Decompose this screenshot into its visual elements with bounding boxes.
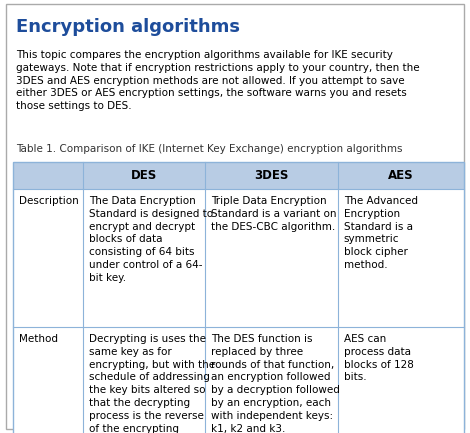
Text: Triple Data Encryption
Standard is a variant on
the DES-CBC algorithm.: Triple Data Encryption Standard is a var… xyxy=(211,196,336,232)
Text: DES: DES xyxy=(131,169,157,182)
Text: Encryption algorithms: Encryption algorithms xyxy=(16,18,240,36)
Text: The DES function is
replaced by three
rounds of that function,
an encryption fol: The DES function is replaced by three ro… xyxy=(211,334,339,433)
Text: Method: Method xyxy=(19,334,58,344)
Text: The Advanced
Encryption
Standard is a
symmetric
block cipher
method.: The Advanced Encryption Standard is a sy… xyxy=(344,196,418,270)
Text: This topic compares the encryption algorithms available for IKE security
gateway: This topic compares the encryption algor… xyxy=(16,50,420,111)
FancyBboxPatch shape xyxy=(6,4,464,429)
FancyBboxPatch shape xyxy=(13,162,464,189)
Text: Table 1. Comparison of IKE (Internet Key Exchange) encryption algorithms: Table 1. Comparison of IKE (Internet Key… xyxy=(16,144,402,154)
FancyBboxPatch shape xyxy=(13,162,464,433)
Text: Description: Description xyxy=(19,196,79,206)
Text: 3DES: 3DES xyxy=(254,169,289,182)
Text: AES can
process data
blocks of 128
bits.: AES can process data blocks of 128 bits. xyxy=(344,334,414,382)
Text: The Data Encryption
Standard is designed to
encrypt and decrypt
blocks of data
c: The Data Encryption Standard is designed… xyxy=(89,196,213,283)
Text: Decrypting is uses the
same key as for
encrypting, but with the
schedule of addr: Decrypting is uses the same key as for e… xyxy=(89,334,215,433)
Text: AES: AES xyxy=(388,169,414,182)
